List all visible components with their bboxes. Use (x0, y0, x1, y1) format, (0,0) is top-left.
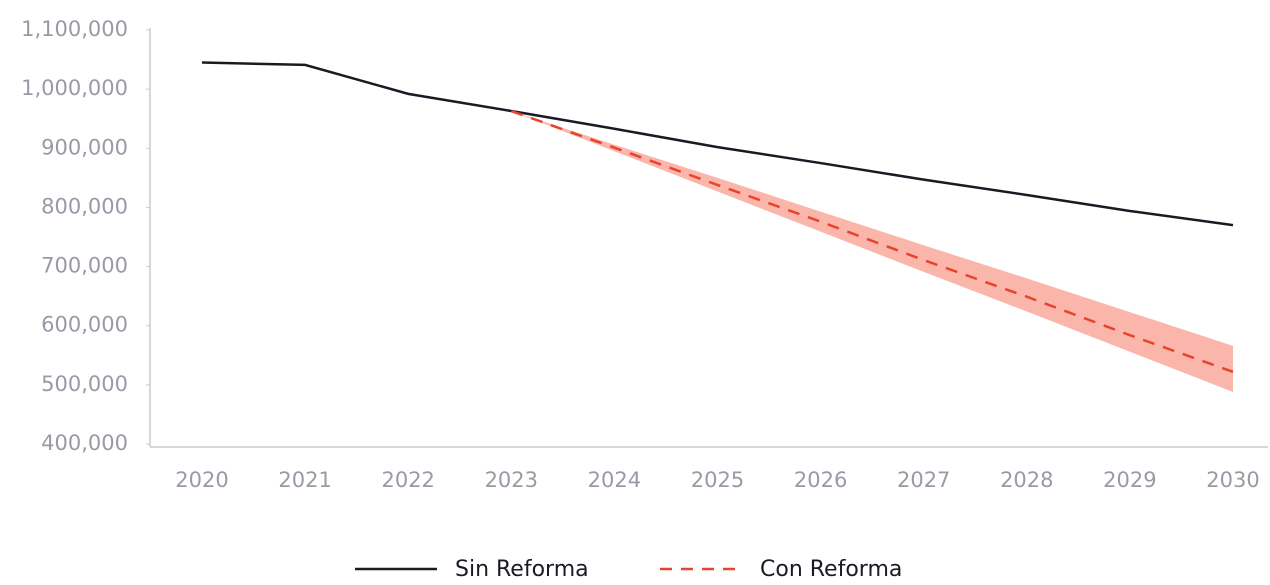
legend-label: Sin Reforma (455, 557, 589, 581)
x-tick-label: 2020 (175, 468, 228, 492)
legend-label: Con Reforma (760, 557, 902, 581)
y-tick-label: 800,000 (41, 194, 128, 218)
line (510, 109, 1234, 374)
x-tick-label: 2022 (381, 468, 434, 492)
y-tick-label: 1,100,000 (21, 17, 128, 41)
x-tick-label: 2021 (278, 468, 331, 492)
y-tick-label: 700,000 (41, 254, 128, 278)
x-tick-label: 2024 (588, 468, 641, 492)
y-tick-label: 1,000,000 (21, 76, 128, 100)
y-tick-label: 900,000 (41, 135, 128, 159)
y-tick-label: 400,000 (41, 431, 128, 455)
x-tick-label: 2026 (794, 468, 847, 492)
y-tick-label: 500,000 (41, 372, 128, 396)
x-tick-label: 2030 (1206, 468, 1259, 492)
x-tick-label: 2027 (897, 468, 950, 492)
band (511, 111, 1233, 392)
y-tick-label: 600,000 (41, 313, 128, 337)
x-tick-label: 2028 (1000, 468, 1053, 492)
x-tick-label: 2023 (485, 468, 538, 492)
x-tick-label: 2025 (691, 468, 744, 492)
x-tick-label: 2029 (1103, 468, 1156, 492)
line (201, 61, 1234, 227)
